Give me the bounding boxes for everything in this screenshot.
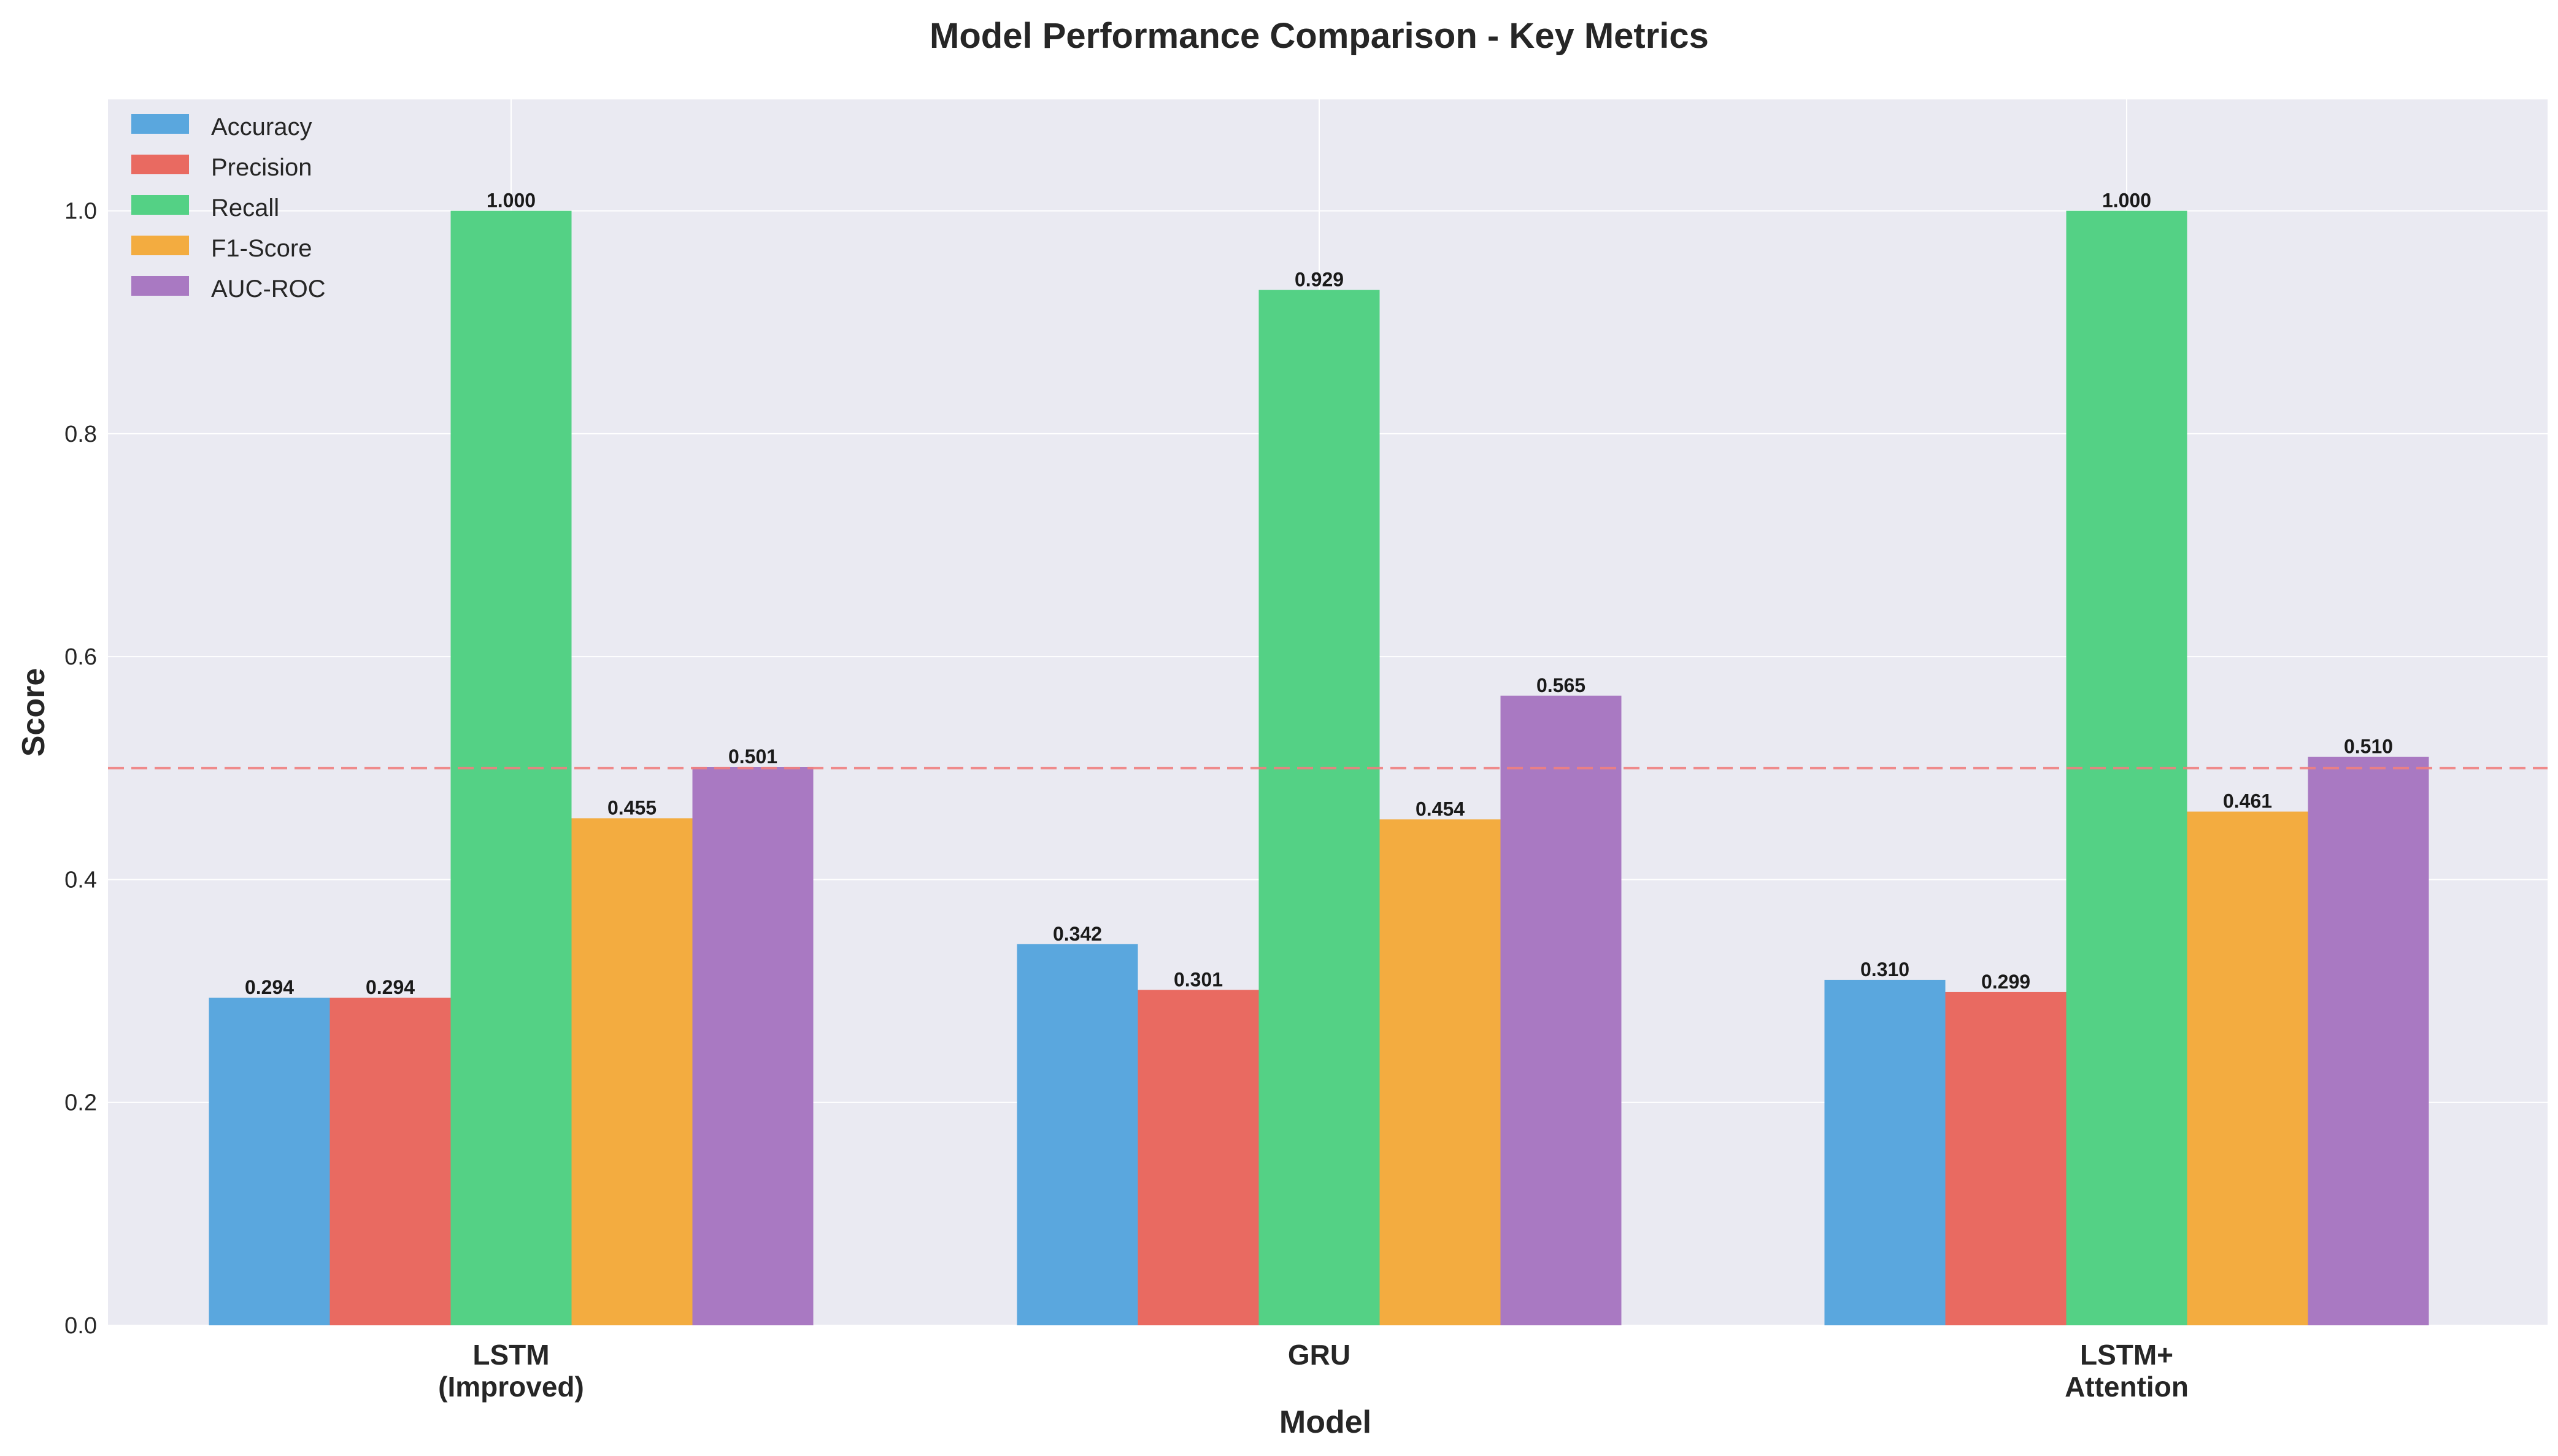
legend: Accuracy Precision Recall F1-Score AUC-ROC [131, 114, 326, 302]
bar-value-label: 0.565 [1536, 674, 1585, 696]
bar-precision-3 [1945, 992, 2067, 1325]
bar-precision-1 [329, 997, 451, 1325]
legend-label: AUC-ROC [211, 275, 326, 302]
bar-accuracy-2 [1017, 944, 1138, 1325]
bar-auc-roc-3 [2308, 757, 2429, 1325]
x-tick-label: GRU [1288, 1339, 1350, 1371]
legend-label: Precision [211, 154, 312, 181]
bar-accuracy-1 [209, 997, 330, 1325]
x-tick-label-line: (Improved) [438, 1371, 584, 1403]
legend-label: Accuracy [211, 114, 312, 141]
legend-swatch-f1-score [131, 236, 189, 255]
y-axis-ticks: 0.0 0.2 0.4 0.6 0.8 1.0 [64, 199, 97, 1339]
bar-value-label: 0.461 [2223, 790, 2272, 812]
bar-value-label: 0.455 [607, 797, 657, 819]
bar-value-label: 0.294 [245, 976, 294, 998]
x-tick-label: LSTM (Improved) [438, 1339, 584, 1403]
bar-value-label: 0.342 [1053, 923, 1102, 945]
y-tick-label: 1.0 [64, 199, 97, 225]
legend-label: F1-Score [211, 235, 312, 262]
bar-f1-score-3 [2187, 811, 2308, 1325]
bar-value-label: 0.929 [1295, 269, 1344, 291]
bar-value-label: 0.510 [2344, 736, 2393, 758]
x-tick-label-line: GRU [1288, 1339, 1350, 1371]
bar-f1-score-2 [1379, 819, 1501, 1325]
bar-value-label: 0.299 [1981, 971, 2030, 993]
bar-accuracy-3 [1824, 979, 1946, 1325]
bar-labels: 0.294 0.342 0.310 0.294 0.301 0.299 1.000 0.929… [245, 190, 2393, 998]
y-tick-label: 0.8 [64, 422, 97, 447]
y-tick-label: 0.2 [64, 1090, 97, 1116]
bar-auc-roc-2 [1500, 695, 1622, 1325]
x-axis-label: Model [1279, 1404, 1371, 1440]
legend-swatch-auc-roc [131, 276, 189, 296]
legend-swatch-recall [131, 195, 189, 215]
x-tick-label-line: LSTM [472, 1339, 549, 1371]
x-tick-label: LSTM+ Attention [2065, 1339, 2189, 1403]
x-axis-ticks: LSTM (Improved) GRU LSTM+ Attention [438, 1339, 2189, 1403]
x-tick-label-line: Attention [2065, 1371, 2189, 1403]
bar-value-label: 0.501 [728, 745, 777, 768]
bar-recall-2 [1258, 290, 1380, 1326]
legend-label: Recall [211, 195, 279, 221]
bar-value-label: 0.310 [1860, 958, 1909, 980]
bar-auc-roc-1 [692, 767, 814, 1325]
legend-swatch-accuracy [131, 114, 189, 134]
legend-swatch-precision [131, 155, 189, 174]
bar-value-label: 1.000 [2102, 190, 2151, 212]
y-tick-label: 0.0 [64, 1313, 97, 1339]
bar-f1-score-1 [571, 818, 693, 1325]
bar-value-label: 0.294 [366, 976, 415, 998]
y-tick-label: 0.6 [64, 644, 97, 670]
y-tick-label: 0.4 [64, 867, 97, 893]
y-axis-label: Score [16, 668, 52, 757]
bar-value-label: 0.454 [1416, 798, 1465, 820]
bar-precision-2 [1138, 990, 1259, 1325]
x-tick-label-line: LSTM+ [2080, 1339, 2173, 1371]
bar-value-label: 0.301 [1174, 968, 1223, 990]
chart-title: Model Performance Comparison - Key Metri… [930, 16, 1709, 56]
bar-value-label: 1.000 [487, 190, 536, 212]
